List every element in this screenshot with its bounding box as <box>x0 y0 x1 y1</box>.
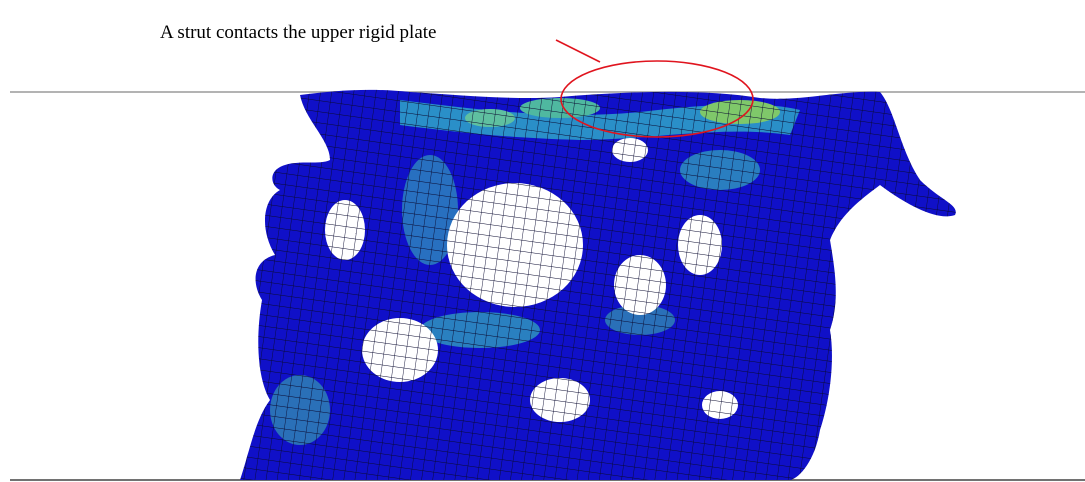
annotation: A strut contacts the upper rigid plate <box>160 22 436 43</box>
page: {"annotation": "A strut contacts the upp… <box>0 0 1085 482</box>
foam-structure <box>230 85 970 482</box>
figure: A strut contacts the upper rigid plate <box>0 0 1085 482</box>
leader-line <box>556 40 600 62</box>
